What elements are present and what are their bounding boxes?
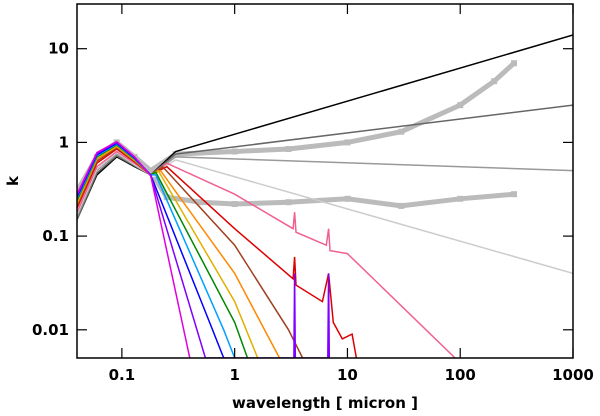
data-marker xyxy=(344,195,351,202)
data-marker xyxy=(457,102,464,109)
data-line xyxy=(153,178,515,209)
data-marker xyxy=(491,78,498,85)
plot-frame xyxy=(76,3,574,359)
data-marker xyxy=(398,202,405,209)
x-tick-label: 1000 xyxy=(552,366,594,384)
data-marker xyxy=(197,199,204,206)
x-tick-label: 1 xyxy=(229,366,239,384)
x-tick-label: 10 xyxy=(337,366,358,384)
data-line xyxy=(77,140,191,358)
data-marker xyxy=(285,146,292,153)
data-marker xyxy=(285,199,292,206)
data-line xyxy=(77,61,516,193)
data-marker xyxy=(398,128,405,135)
data-marker xyxy=(511,60,518,67)
y-axis-label: k xyxy=(4,175,22,186)
data-marker xyxy=(163,194,170,201)
data-marker xyxy=(344,139,351,146)
data-marker xyxy=(152,176,159,183)
data-marker xyxy=(147,167,154,174)
data-marker xyxy=(457,195,464,202)
data-marker xyxy=(511,191,518,198)
data-line xyxy=(77,153,573,218)
y-tick-label: 0.01 xyxy=(32,321,69,339)
y-tick-label: 0.1 xyxy=(42,227,69,245)
data-line xyxy=(77,141,331,358)
x-tick-label: 0.1 xyxy=(109,366,136,384)
x-axis-label: wavelength [ micron ] xyxy=(232,394,418,412)
data-marker xyxy=(231,201,238,208)
data-line xyxy=(77,148,358,358)
data-line xyxy=(77,145,281,358)
data-line xyxy=(77,151,573,275)
data-marker xyxy=(231,148,238,155)
data-line xyxy=(77,34,573,220)
y-tick-label: 1 xyxy=(59,133,69,151)
data-line xyxy=(77,150,456,358)
plot-area xyxy=(77,34,573,358)
x-tick-label: 100 xyxy=(445,366,476,384)
y-tick-label: 10 xyxy=(48,40,69,58)
